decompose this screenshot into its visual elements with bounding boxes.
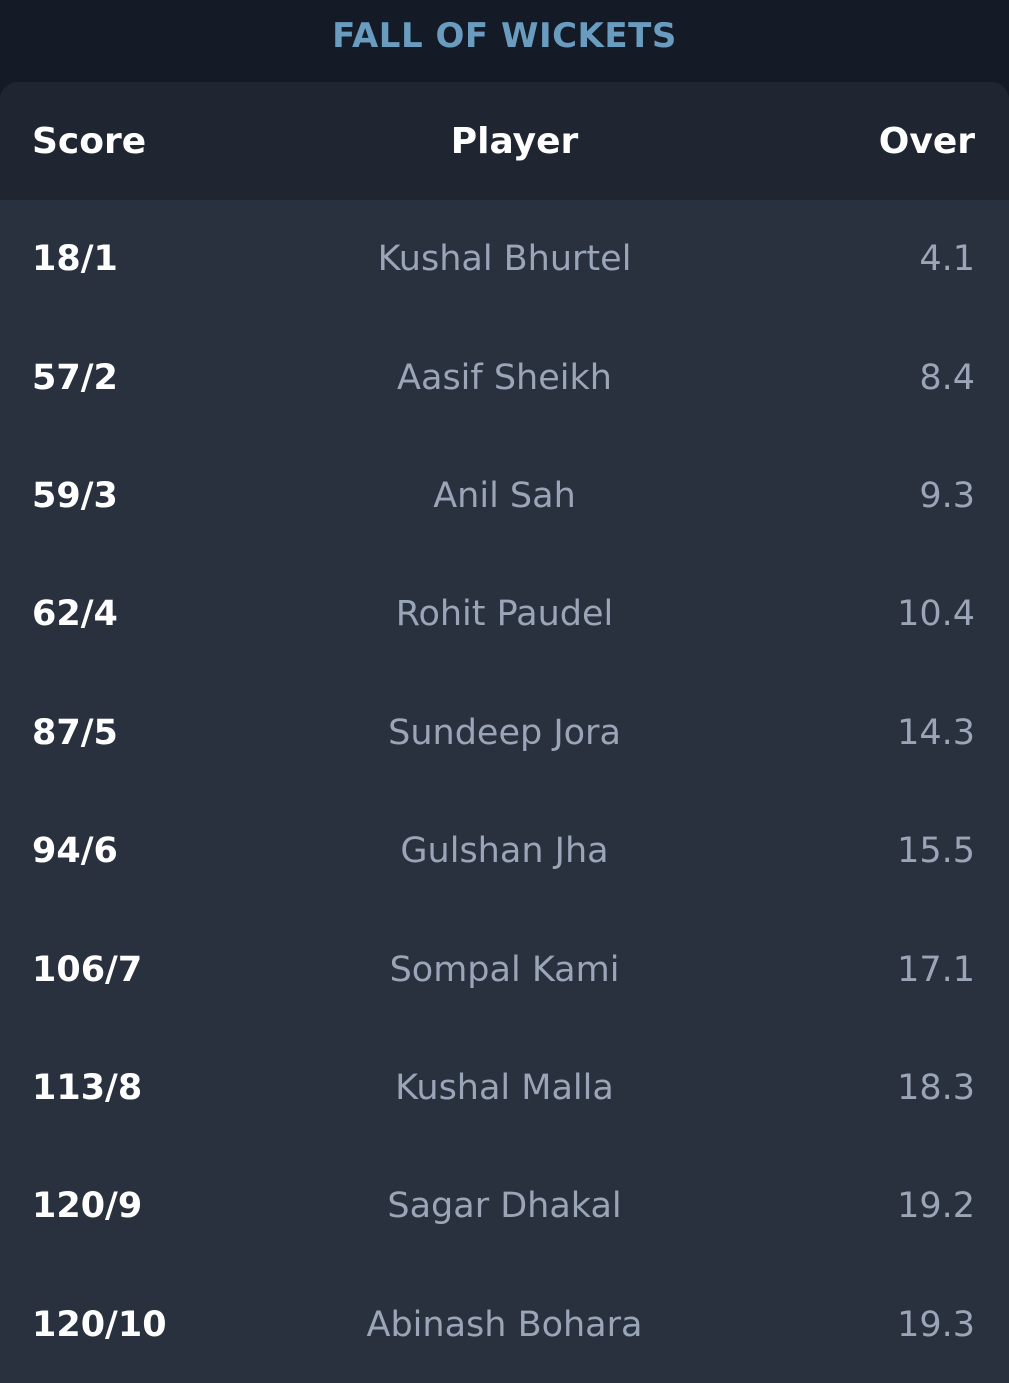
row-over: 17.1 xyxy=(897,949,975,990)
column-header-over: Over xyxy=(878,120,975,162)
row-over: 14.3 xyxy=(897,712,975,753)
row-player[interactable]: Anil Sah xyxy=(433,475,576,516)
row-score: 87/5 xyxy=(32,712,118,753)
row-over: 15.5 xyxy=(897,831,975,872)
row-over: 4.1 xyxy=(919,239,975,280)
column-header-player: Player xyxy=(450,120,579,162)
column-header-score: Score xyxy=(32,120,147,162)
table-row: 106/7 Sompal Kami 17.1 xyxy=(0,910,1009,1028)
row-player[interactable]: Abinash Bohara xyxy=(366,1304,643,1345)
table-row: 94/6 Gulshan Jha 15.5 xyxy=(0,792,1009,910)
table-row: 120/9 Sagar Dhakal 19.2 xyxy=(0,1147,1009,1265)
row-over: 9.3 xyxy=(919,475,975,516)
row-score: 106/7 xyxy=(32,949,143,990)
row-over: 19.2 xyxy=(897,1186,975,1227)
row-over: 19.3 xyxy=(897,1304,975,1345)
row-over: 18.3 xyxy=(897,1067,975,1108)
table-header: Score Player Over xyxy=(0,82,1009,200)
table-row: 120/10 Abinash Bohara 19.3 xyxy=(0,1266,1009,1383)
row-score: 18/1 xyxy=(32,239,118,280)
row-player[interactable]: Sundeep Jora xyxy=(388,712,621,753)
row-over: 10.4 xyxy=(897,594,975,635)
row-score: 62/4 xyxy=(32,594,118,635)
fall-of-wickets-table: Score Player Over 18/1 Kushal Bhurtel 4.… xyxy=(0,82,1009,1383)
table-row: 62/4 Rohit Paudel 10.4 xyxy=(0,555,1009,673)
table-row: 59/3 Anil Sah 9.3 xyxy=(0,437,1009,555)
row-player[interactable]: Kushal Malla xyxy=(395,1067,614,1108)
row-score: 113/8 xyxy=(32,1067,143,1108)
section-title: FALL OF WICKETS xyxy=(332,16,677,56)
row-over: 8.4 xyxy=(919,357,975,398)
row-player[interactable]: Sompal Kami xyxy=(389,949,620,990)
row-score: 120/9 xyxy=(32,1186,143,1227)
row-score: 94/6 xyxy=(32,831,118,872)
row-score: 59/3 xyxy=(32,475,118,516)
row-player[interactable]: Rohit Paudel xyxy=(395,594,614,635)
table-row: 18/1 Kushal Bhurtel 4.1 xyxy=(0,200,1009,318)
table-row: 57/2 Aasif Sheikh 8.4 xyxy=(0,318,1009,436)
table-row: 87/5 Sundeep Jora 14.3 xyxy=(0,674,1009,792)
row-player[interactable]: Kushal Bhurtel xyxy=(377,239,632,280)
row-score: 57/2 xyxy=(32,357,118,398)
table-row: 113/8 Kushal Malla 18.3 xyxy=(0,1029,1009,1147)
row-player[interactable]: Aasif Sheikh xyxy=(397,357,612,398)
row-score: 120/10 xyxy=(32,1304,167,1345)
row-player[interactable]: Sagar Dhakal xyxy=(387,1186,622,1227)
row-player[interactable]: Gulshan Jha xyxy=(400,831,609,872)
